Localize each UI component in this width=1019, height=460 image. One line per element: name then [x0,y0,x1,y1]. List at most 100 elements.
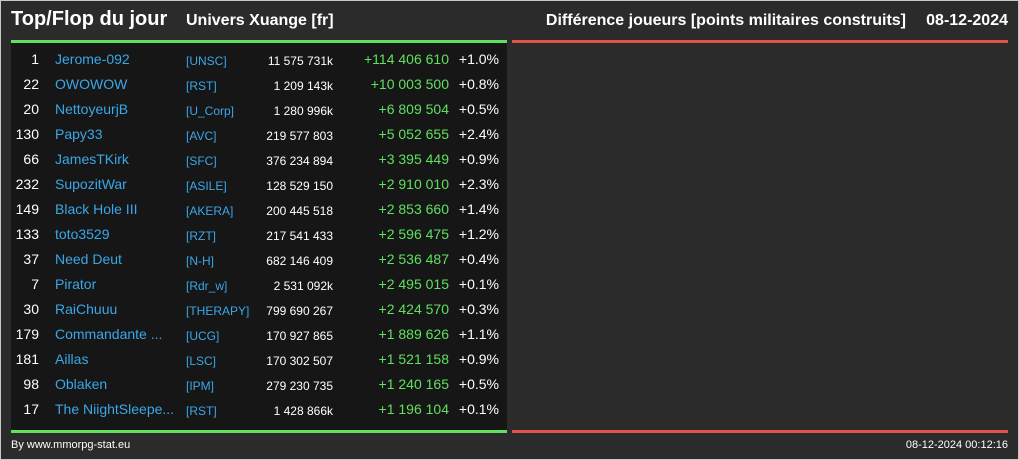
player-rank: 149 [15,201,39,217]
player-points: 682 146 409 [266,254,333,268]
player-rank: 232 [15,176,39,192]
alliance-tag-link[interactable]: [RZT] [186,229,216,243]
player-rank: 20 [23,101,39,117]
player-rank: 179 [15,326,39,342]
flop-accent-bar-bottom [512,430,1008,433]
alliance-tag-link[interactable]: [IPM] [186,379,215,393]
player-name-link[interactable]: Black Hole III [55,201,138,217]
alliance-tag-link[interactable]: [UCG] [186,329,220,343]
player-rank: 37 [23,251,39,267]
table-row: 98 Oblaken [IPM] 279 230 735 +1 240 165 +0.5% [11,373,507,398]
points-delta: +1 196 104 [378,401,449,417]
player-name-link[interactable]: SupozitWar [55,176,127,192]
points-delta: +2 910 010 [378,176,449,192]
percent-change: +2.3% [458,176,499,192]
player-name-link[interactable]: Pirator [55,276,97,292]
source-credit: By www.mmorpg-stat.eu [11,439,131,451]
percent-change: +2.4% [458,126,499,142]
points-delta: +2 536 487 [378,251,449,267]
points-delta: +1 889 626 [378,326,449,342]
player-points: 279 230 735 [266,379,333,393]
percent-change: +0.9% [458,151,499,167]
percent-change: +0.1% [458,276,499,292]
percent-change: +0.4% [458,251,499,267]
percent-change: +0.8% [458,76,499,92]
header: Top/Flop du jour Univers Xuange [fr] Dif… [0,0,1019,40]
player-points: 170 927 865 [266,329,333,343]
player-rank: 30 [23,301,39,317]
table-row: 37 Need Deut [N-H] 682 146 409 +2 536 487 +0.… [11,248,507,273]
table-row: 17 The NiightSleepe... [RST] 1 428 866k +1 1… [11,398,507,423]
percent-change: +1.0% [458,51,499,67]
player-points: 170 302 507 [266,354,333,368]
percent-change: +0.5% [458,101,499,117]
generated-timestamp: 08-12-2024 00:12:16 [905,439,1008,451]
alliance-tag-link[interactable]: [THERAPY] [186,304,250,318]
alliance-tag-link[interactable]: [RST] [186,404,217,418]
table-row: 20 NettoyeurjB [U_Corp] 1 280 996k +6 809 50… [11,98,507,123]
player-rank: 1 [31,51,39,67]
player-name-link[interactable]: Need Deut [55,251,122,267]
top-accent-bar-bottom [11,430,507,433]
flop-players-table [512,43,1008,430]
table-row: 181 Aillas [LSC] 170 302 507 +1 521 158 +0.9% [11,348,507,373]
player-name-link[interactable]: toto3529 [55,226,110,242]
universe-label: Univers Xuange [fr] [186,12,334,29]
player-points: 1 280 996k [273,104,333,118]
player-rank: 133 [15,226,39,242]
player-name-link[interactable]: Commandante ... [55,326,163,342]
points-delta: +1 521 158 [378,351,449,367]
alliance-tag-link[interactable]: [AVC] [186,129,217,143]
table-row: 133 toto3529 [RZT] 217 541 433 +2 596 475 +1.… [11,223,507,248]
table-row: 7 Pirator [Rdr_w] 2 531 092k +2 495 015 +0.1% [11,273,507,298]
player-points: 2 531 092k [273,279,333,293]
player-rank: 181 [15,351,39,367]
alliance-tag-link[interactable]: [ASILE] [186,179,227,193]
points-delta: +1 240 165 [378,376,449,392]
player-points: 219 577 803 [266,129,333,143]
player-rank: 98 [23,376,39,392]
alliance-tag-link[interactable]: [AKERA] [186,204,234,218]
alliance-tag-link[interactable]: [RST] [186,79,217,93]
points-delta: +5 052 655 [378,126,449,142]
player-rank: 17 [23,401,39,417]
percent-change: +1.1% [458,326,499,342]
player-points: 1 428 866k [273,404,333,418]
table-row: 149 Black Hole III [AKERA] 200 445 518 +2 85… [11,198,507,223]
player-points: 799 690 267 [266,304,333,318]
alliance-tag-link[interactable]: [UNSC] [186,54,227,68]
player-name-link[interactable]: JamesTKirk [55,151,129,167]
table-row: 66 JamesTKirk [SFC] 376 234 894 +3 395 449 +0… [11,148,507,173]
player-rank: 130 [15,126,39,142]
page-title: Top/Flop du jour [11,8,168,30]
metric-label: Différence joueurs [points militaires co… [545,12,906,29]
player-name-link[interactable]: OWOWOW [55,76,128,92]
table-row: 179 Commandante ... [UCG] 170 927 865 +1 889… [11,323,507,348]
flop-accent-bar [512,40,1008,43]
player-points: 217 541 433 [266,229,333,243]
percent-change: +1.2% [458,226,499,242]
table-row: 232 SupozitWar [ASILE] 128 529 150 +2 910 01… [11,173,507,198]
player-rank: 66 [23,151,39,167]
alliance-tag-link[interactable]: [N-H] [186,254,214,268]
player-name-link[interactable]: RaiChuuu [55,301,118,317]
alliance-tag-link[interactable]: [Rdr_w] [186,279,228,293]
table-row: 1 Jerome-092 [UNSC] 11 575 731k +114 406 610… [11,48,507,73]
percent-change: +1.4% [458,201,499,217]
player-name-link[interactable]: Oblaken [55,376,108,392]
points-delta: +2 424 570 [378,301,449,317]
player-name-link[interactable]: Jerome-092 [55,51,130,67]
player-name-link[interactable]: Papy33 [55,126,103,142]
player-name-link[interactable]: Aillas [55,351,89,367]
top-accent-bar [11,40,507,43]
player-rank: 7 [31,276,39,292]
player-points: 200 445 518 [266,204,333,218]
alliance-tag-link[interactable]: [SFC] [186,154,217,168]
alliance-tag-link[interactable]: [LSC] [186,354,217,368]
report-date: 08-12-2024 [926,12,1008,29]
alliance-tag-link[interactable]: [U_Corp] [186,104,235,118]
player-name-link[interactable]: NettoyeurjB [55,101,129,117]
player-name-link[interactable]: The NiightSleepe... [55,401,175,417]
table-row: 22 OWOWOW [RST] 1 209 143k +10 003 500 +0.8% [11,73,507,98]
top-players-table: 1 Jerome-092 [UNSC] 11 575 731k +114 406 610… [11,43,507,430]
